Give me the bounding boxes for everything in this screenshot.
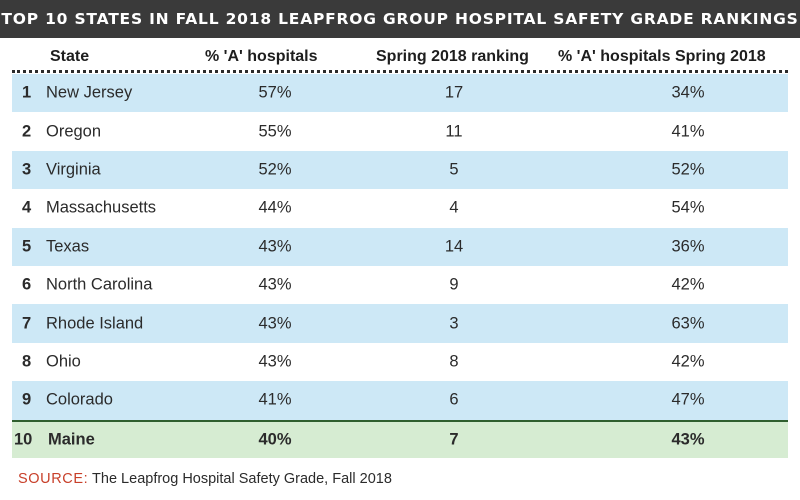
table-row: 9 Colorado 41% 6 47% — [12, 381, 788, 420]
pct-a-spring-cell: 63% — [671, 314, 705, 333]
table-row: 4 Massachusetts 44% 4 54% — [12, 189, 788, 227]
spring-ranking-cell: 11 — [445, 122, 463, 141]
spring-ranking-cell: 17 — [444, 83, 464, 102]
table-header: State % 'A' hospitals Spring 2018 rankin… — [12, 44, 788, 70]
rank-cell: 3 — [22, 160, 32, 179]
rank-cell: 5 — [22, 237, 32, 256]
pct-a-spring-cell: 52% — [671, 160, 705, 179]
header-pct-a-spring: % 'A' hospitals Spring 2018 — [558, 48, 766, 65]
rank-cell: 6 — [22, 275, 32, 294]
pct-a-spring-cell: 43% — [671, 430, 705, 449]
spring-ranking-cell: 6 — [449, 390, 459, 409]
state-cell: Oregon — [46, 122, 102, 141]
chart-title: TOP 10 STATES IN FALL 2018 LEAPFROG GROU… — [0, 0, 800, 38]
header-divider — [12, 70, 788, 73]
state-cell: Virginia — [46, 160, 101, 179]
state-cell: North Carolina — [46, 275, 153, 294]
header-pct-a: % 'A' hospitals — [205, 48, 318, 65]
table-row: 3 Virginia 52% 5 52% — [12, 150, 788, 190]
state-cell: Maine — [48, 430, 95, 449]
pct-a-spring-cell: 54% — [671, 198, 705, 217]
pct-a-cell: 43% — [258, 314, 292, 333]
spring-ranking-cell: 14 — [444, 237, 464, 256]
table-row: 2 Oregon 55% 11 41% — [12, 112, 788, 150]
table-row: 6 North Carolina 43% 9 42% — [12, 266, 788, 304]
rank-cell: 8 — [22, 352, 32, 371]
rank-cell: 2 — [22, 122, 32, 141]
rank-cell: 7 — [22, 314, 32, 333]
state-cell: Massachusetts — [46, 198, 157, 217]
state-cell: Texas — [46, 237, 90, 256]
state-cell: Rhode Island — [46, 314, 144, 333]
pct-a-spring-cell: 41% — [671, 122, 705, 141]
pct-a-spring-cell: 34% — [671, 83, 705, 102]
pct-a-cell: 43% — [258, 352, 292, 371]
pct-a-cell: 41% — [258, 390, 292, 409]
pct-a-spring-cell: 42% — [671, 352, 705, 371]
state-cell: New Jersey — [46, 83, 133, 102]
header-spring-ranking: Spring 2018 ranking — [376, 48, 529, 65]
spring-ranking-cell: 9 — [449, 275, 459, 294]
spring-ranking-cell: 4 — [449, 198, 459, 217]
pct-a-cell: 55% — [258, 122, 292, 141]
rank-cell: 1 — [22, 83, 32, 102]
table-row: 8 Ohio 43% 8 42% — [12, 343, 788, 381]
source-text: The Leapfrog Hospital Safety Grade, Fall… — [92, 471, 392, 487]
table-row: 5 Texas 43% 14 36% — [12, 227, 788, 266]
spring-ranking-cell: 5 — [449, 160, 459, 179]
pct-a-spring-cell: 36% — [671, 237, 705, 256]
pct-a-cell: 40% — [258, 430, 292, 449]
rank-cell: 9 — [22, 390, 32, 409]
pct-a-cell: 57% — [258, 83, 292, 102]
pct-a-cell: 44% — [258, 198, 292, 217]
state-cell: Ohio — [46, 352, 81, 371]
spring-ranking-cell: 3 — [449, 314, 459, 333]
header-state: State — [50, 48, 90, 65]
pct-a-cell: 43% — [258, 237, 292, 256]
rank-cell: 10 — [14, 430, 33, 449]
pct-a-spring-cell: 47% — [671, 390, 705, 409]
rank-cell: 4 — [22, 198, 32, 217]
source-note: SOURCE: The Leapfrog Hospital Safety Gra… — [18, 471, 392, 487]
pct-a-cell: 52% — [258, 160, 292, 179]
state-cell: Colorado — [46, 390, 113, 409]
pct-a-spring-cell: 42% — [671, 275, 705, 294]
rankings-table: 1 New Jersey 57% 17 34% 2 Oregon 55% 11 41% 3 Virgi… — [12, 74, 788, 458]
source-label: SOURCE: — [18, 471, 89, 487]
spring-ranking-cell: 7 — [449, 430, 459, 449]
pct-a-cell: 43% — [258, 275, 292, 294]
table-row: 10 Maine 40% 7 43% — [12, 419, 788, 458]
table-row: 1 New Jersey 57% 17 34% — [12, 74, 788, 113]
spring-ranking-cell: 8 — [449, 352, 459, 371]
table-row: 7 Rhode Island 43% 3 63% — [12, 304, 788, 343]
